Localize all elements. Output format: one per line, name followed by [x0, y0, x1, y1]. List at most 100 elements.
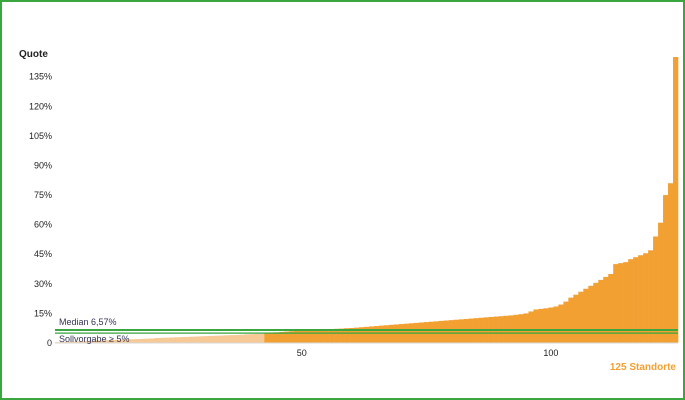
- y-tick-label: 90%: [34, 160, 52, 170]
- bar: [149, 338, 155, 343]
- bar: [513, 314, 519, 343]
- y-tick-label: 105%: [29, 131, 52, 141]
- bar: [428, 321, 435, 343]
- bar: [104, 340, 111, 343]
- bar: [154, 338, 160, 343]
- bar: [219, 335, 225, 343]
- bar: [169, 337, 175, 343]
- bar: [159, 337, 165, 343]
- bar: [164, 337, 170, 343]
- y-tick-label: 15%: [34, 308, 52, 318]
- bar: [254, 333, 260, 343]
- y-axis-title: Quote: [19, 49, 48, 60]
- bar: [583, 288, 589, 343]
- bar: [274, 332, 280, 343]
- bar: [548, 307, 554, 343]
- bar: [623, 262, 629, 343]
- y-tick-label: 75%: [34, 190, 52, 200]
- bar: [309, 329, 315, 343]
- bar: [568, 297, 574, 343]
- bar: [109, 340, 116, 343]
- y-tick-label: 0: [47, 338, 52, 348]
- bar: [249, 334, 255, 343]
- bar: [608, 273, 614, 343]
- bar: [359, 327, 365, 343]
- bar: [593, 282, 599, 343]
- bar: [653, 236, 659, 343]
- bar: [443, 320, 450, 343]
- bar: [364, 326, 370, 343]
- bars: [55, 57, 679, 343]
- bar: [339, 328, 345, 343]
- bar: [229, 335, 235, 343]
- bar: [448, 320, 455, 343]
- bar: [329, 329, 335, 343]
- bar: [573, 294, 579, 343]
- y-tick-label: 45%: [34, 249, 52, 259]
- bar: [603, 276, 609, 343]
- bar: [528, 311, 534, 343]
- y-tick-label: 135%: [29, 72, 52, 82]
- bar: [289, 331, 295, 343]
- bar: [563, 301, 569, 343]
- count-label: 125 Standorte: [610, 362, 677, 373]
- x-tick-label: 100: [543, 348, 558, 358]
- bar: [453, 319, 459, 343]
- bar: [314, 329, 320, 343]
- bar: [633, 257, 639, 343]
- bar: [74, 341, 81, 343]
- median-label: Median 6,57%: [59, 317, 117, 327]
- y-axis-ticks: 135% 120% 105% 90% 75% 60% 45% 30% 15% 0: [29, 72, 52, 348]
- bar: [383, 325, 390, 343]
- bar: [114, 339, 121, 343]
- bar: [84, 341, 91, 343]
- bar: [64, 341, 71, 343]
- bar: [523, 313, 529, 343]
- bar: [174, 337, 180, 343]
- bar: [388, 324, 395, 343]
- bar: [368, 326, 375, 343]
- bar: [139, 338, 146, 343]
- bar: [79, 341, 86, 343]
- bar: [199, 336, 205, 343]
- bar: [354, 327, 360, 343]
- bar: [344, 328, 350, 343]
- bar: [658, 222, 664, 343]
- bar: [184, 336, 190, 343]
- bar: [319, 329, 325, 343]
- reference-lines: [55, 329, 678, 334]
- bar: [264, 333, 270, 343]
- target-label: Sollvorgabe ≥ 5%: [59, 334, 129, 344]
- bar: [299, 330, 305, 343]
- bar: [349, 328, 355, 343]
- bar: [294, 330, 300, 343]
- bar: [438, 320, 445, 343]
- bar: [234, 334, 240, 343]
- bar: [458, 319, 464, 343]
- bar: [628, 259, 634, 343]
- bar: [643, 253, 649, 343]
- bar: [553, 306, 559, 343]
- bar: [134, 339, 141, 343]
- bar: [179, 337, 185, 343]
- bar: [373, 326, 380, 343]
- bar: [94, 340, 101, 343]
- bar: [194, 336, 200, 343]
- bar: [119, 339, 126, 343]
- bar: [224, 335, 230, 343]
- bar: [284, 331, 290, 343]
- bar: [578, 291, 584, 343]
- bar: [638, 255, 644, 343]
- bar: [334, 328, 340, 343]
- bar: [279, 331, 285, 343]
- bar: [668, 183, 674, 343]
- bar: [663, 195, 669, 343]
- bar: [144, 338, 150, 343]
- bar: [209, 335, 215, 343]
- bar: [613, 264, 619, 343]
- bar: [538, 308, 544, 343]
- bar: [99, 340, 106, 343]
- x-axis-ticks: 50 100: [297, 348, 559, 358]
